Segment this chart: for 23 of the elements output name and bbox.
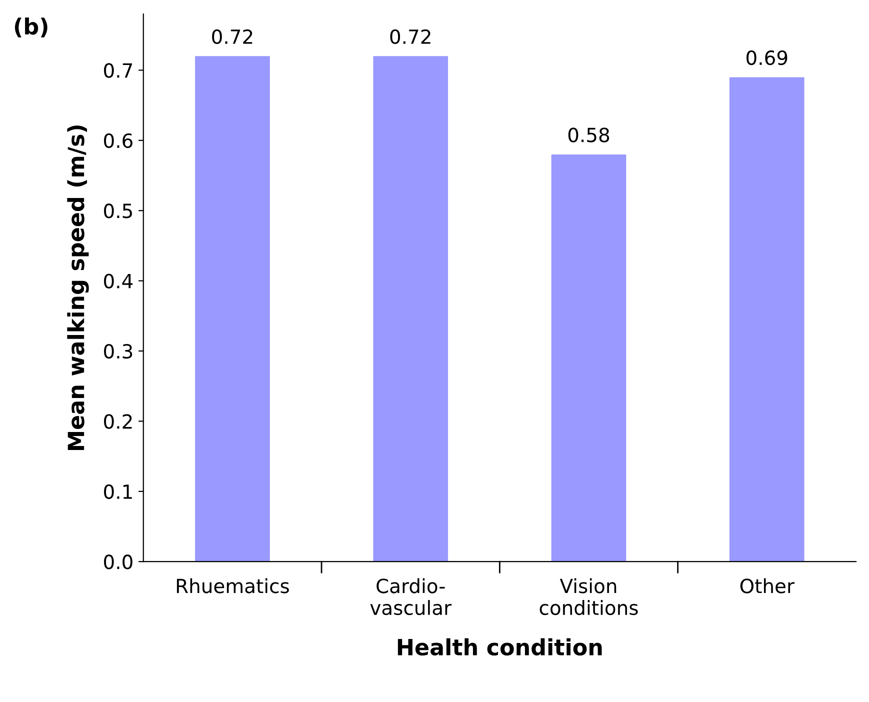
y-tick-label: 0.0: [104, 554, 132, 570]
x-tick-label: Vision conditions: [540, 578, 638, 616]
x-tick-label: Rhuematics: [176, 578, 289, 594]
y-axis-title: Mean walking speed (m/s): [67, 125, 89, 450]
y-tick-label: 0.7: [104, 63, 132, 78]
bar: [195, 56, 270, 562]
x-tick-label: Cardio- vascular: [370, 578, 452, 616]
y-tick-label: 0.3: [104, 344, 132, 359]
y-tick-label: 0.5: [104, 204, 132, 218]
y-tick-label: 0.6: [104, 133, 132, 148]
data-label: 0.69: [746, 50, 788, 66]
bar: [729, 77, 804, 562]
x-axis-title: Health condition: [398, 638, 602, 656]
x-tick-label: Other: [740, 578, 794, 594]
data-label: 0.72: [390, 29, 430, 44]
bar: [373, 56, 448, 562]
bar: [551, 154, 626, 562]
data-label: 0.58: [568, 128, 610, 142]
data-label: 0.72: [212, 29, 252, 44]
y-tick-label: 0.4: [104, 274, 133, 288]
y-tick-label: 0.1: [104, 484, 132, 500]
y-tick-label: 0.2: [104, 414, 132, 429]
text: (b): [14, 18, 48, 38]
